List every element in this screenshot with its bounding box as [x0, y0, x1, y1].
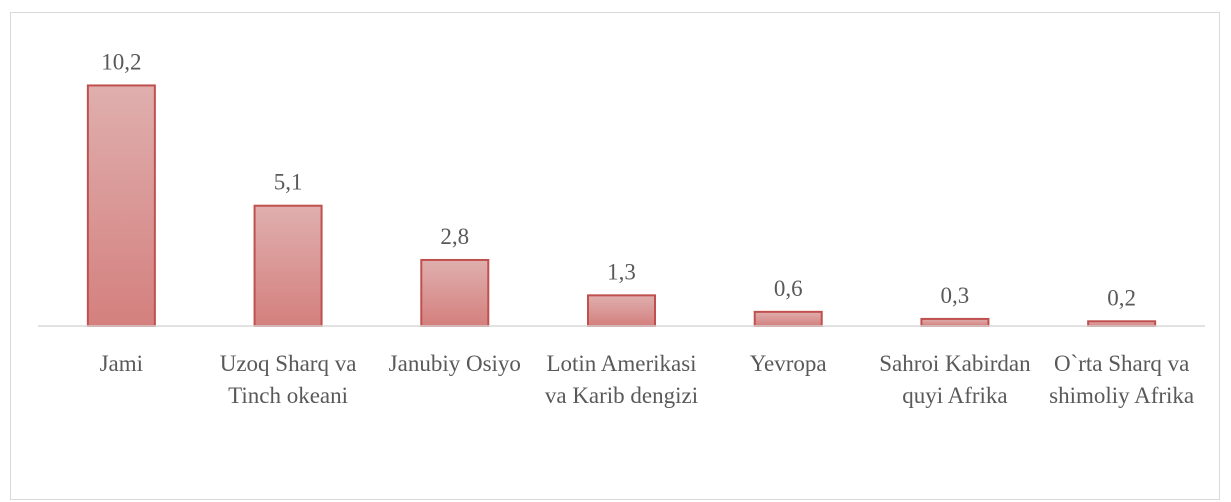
x-tick-label: O`rta Sharq va shimoliy Afrika: [1049, 351, 1195, 408]
bar: [753, 310, 823, 328]
x-tick-label: Jami: [99, 351, 144, 376]
data-label: 10,2: [101, 49, 141, 74]
x-tick-label: Sahroi Kabirdan quyi Afrika: [879, 351, 1031, 408]
bar: [253, 204, 323, 328]
chart-frame: [10, 12, 1220, 500]
x-tick-label: Lotin Amerikasi va Karib dengizi: [544, 351, 699, 408]
bar: [920, 317, 990, 327]
x-tick-label: Yevropa: [749, 351, 827, 376]
bar: [587, 294, 656, 328]
bar: [420, 258, 490, 328]
x-tick-label: Janubiy Osiyo: [388, 351, 521, 376]
data-label: 5,1: [274, 170, 303, 195]
data-label: 0,2: [1107, 285, 1136, 310]
data-label: 0,6: [774, 276, 803, 301]
bar: [86, 84, 156, 327]
data-label: 0,3: [941, 283, 970, 308]
data-label: 2,8: [440, 224, 469, 249]
x-tick-label: Uzoq Sharq va Tinch okeani: [219, 351, 357, 408]
data-label: 1,3: [607, 259, 636, 284]
